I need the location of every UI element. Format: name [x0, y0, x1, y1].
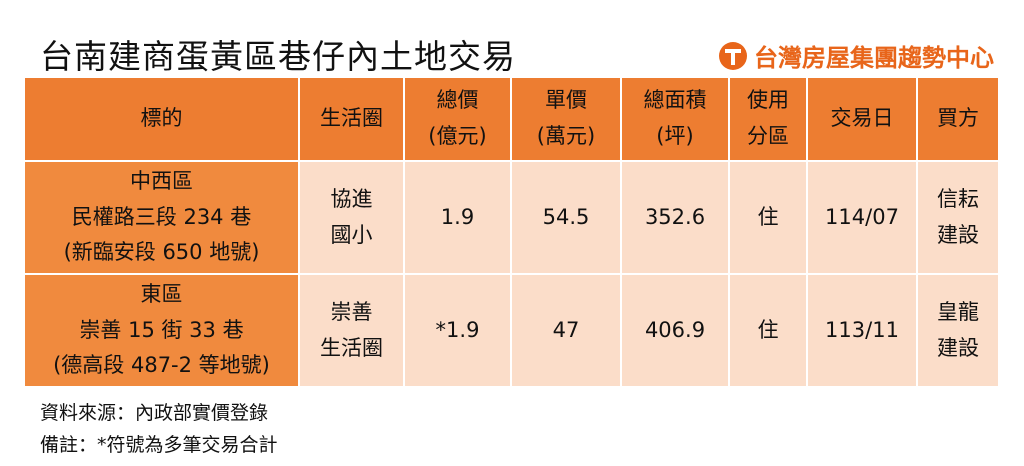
cell-line: 建設: [937, 222, 979, 247]
header-cell: 標的: [25, 78, 300, 162]
brand-logo: [719, 41, 747, 70]
cell-line: 中西區: [130, 168, 193, 193]
table-cell: 皇龍 建設: [918, 275, 1000, 388]
table-cell: 中西區民權路三段 234 巷 (新臨安段 650 地號): [25, 162, 300, 275]
table-cell: 崇善 生活圈: [300, 275, 405, 388]
cell-line: 總面積: [643, 88, 707, 113]
cell-line: 國小: [330, 222, 373, 247]
cell-line: (德高段 487-2 等地號): [53, 353, 270, 378]
cell-line: 使用: [747, 88, 789, 113]
brand: 台灣房屋集團趨勢中心: [718, 38, 994, 73]
table-cell: 54.5: [512, 162, 622, 275]
cell-line: (萬元): [536, 124, 596, 148]
table-cell: *1.9: [405, 275, 512, 388]
table-cell: 住: [730, 162, 808, 275]
header-cell: 交易日: [808, 78, 918, 162]
cell-line: 協進: [330, 186, 373, 211]
cell-line: 114/07: [825, 204, 899, 229]
note: 資料來源：內政部實價登錄: [40, 402, 269, 424]
table-cell: 406.9: [622, 275, 730, 388]
header-cell: 單價 (萬元): [512, 78, 622, 162]
cell-line: 113/11: [825, 317, 899, 342]
cell-line: 崇善 15 街 33 巷: [79, 317, 244, 342]
cell-line: 民權路三段 234 巷: [71, 204, 252, 229]
brand-name: 台灣房屋集團趨勢中心: [754, 44, 994, 72]
header-cell: 生活圈: [300, 78, 405, 162]
cell-line: 崇善: [330, 299, 373, 324]
cell-line: (億元): [428, 124, 487, 148]
cell-line: *1.9: [435, 317, 480, 342]
table-cell: 113/11: [808, 275, 918, 388]
cell-line: 47: [552, 317, 580, 342]
header-cell: 買方: [918, 78, 1000, 162]
cell-line: 單價: [545, 88, 587, 113]
cell-line: 352.6: [644, 204, 706, 229]
cell-line: 生活圈: [320, 335, 383, 360]
cell-line: 東區: [140, 281, 183, 306]
table-cell: 協進 國小: [300, 162, 405, 275]
cell-line: 406.9: [644, 317, 706, 342]
note: 備註：*符號為多筆交易合計: [40, 434, 278, 456]
title: 台南建商蛋黃區巷仔內土地交易: [40, 37, 516, 76]
cell-line: 買方: [937, 106, 979, 131]
table-cell: 住: [730, 275, 808, 388]
cell-line: 1.9: [440, 204, 475, 229]
header-cell: 總面積 (坪): [622, 78, 730, 162]
table-cell: 114/07: [808, 162, 918, 275]
cell-line: 生活圈: [320, 106, 383, 131]
cell-line: 54.5: [542, 204, 590, 229]
cell-line: 建設: [937, 335, 979, 360]
cell-line: 交易日: [830, 106, 894, 131]
cell-line: 住: [757, 204, 779, 229]
table-cell: 東區崇善 15 街 33 巷 (德高段 487-2 等地號): [25, 275, 300, 388]
table: 標的 生活圈 總價 (億元) 單價 (萬元) 總面積 (坪) 使用 分區 交易日 買方 中西區 民權路三段…: [25, 78, 1000, 388]
header-cell: 總價 (億元): [405, 78, 512, 162]
cell-line: 總價: [436, 88, 479, 113]
cell-line: 標的: [140, 106, 183, 131]
table-cell: 47: [512, 275, 622, 388]
cell-line: 皇龍: [937, 299, 979, 324]
cell-line: 分區: [747, 124, 789, 148]
cell-line: (坪): [656, 124, 694, 148]
table-cell: 信耘 建設: [918, 162, 1000, 275]
cell-line: 住: [757, 317, 779, 342]
cell-line: 信耘: [937, 186, 979, 211]
table-cell: 352.6: [622, 162, 730, 275]
cell-line: (新臨安段 650 地號): [63, 240, 260, 265]
header-cell: 使用 分區: [730, 78, 808, 162]
table-cell: 1.9: [405, 162, 512, 275]
